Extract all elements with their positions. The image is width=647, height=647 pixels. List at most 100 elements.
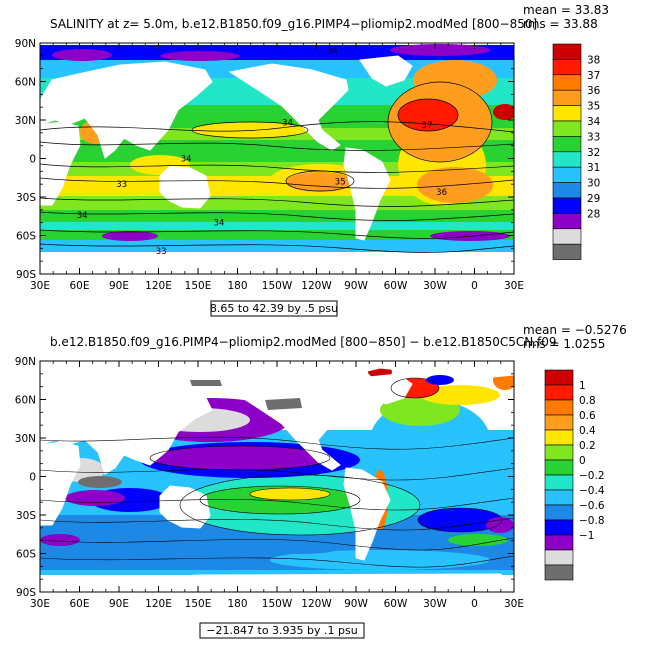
top-xtick-label: 180 bbox=[227, 280, 247, 292]
bottom-rms-label: rms = 1.0255 bbox=[523, 337, 605, 351]
bottom-map bbox=[40, 361, 514, 592]
top-xtick-label: 30E bbox=[504, 280, 524, 292]
bottom-range-label: −21.847 to 3.935 by .1 psu bbox=[206, 624, 357, 637]
top-xtick-label: 150W bbox=[262, 280, 293, 292]
contour-label: 36 bbox=[436, 188, 447, 198]
bottom-colorbar-swatch bbox=[544, 459, 574, 476]
top-colorbar-swatch bbox=[552, 213, 582, 230]
top-contours bbox=[40, 81, 514, 253]
top-ytick-label: 0 bbox=[29, 154, 36, 166]
bottom-colorbar-swatch bbox=[544, 504, 574, 521]
top-colorbar-label: 30 bbox=[587, 178, 600, 190]
bottom-colorbar-swatch bbox=[544, 369, 574, 386]
top-colorbar-label: 31 bbox=[587, 162, 600, 174]
bottom-mean-label: mean = −0.5276 bbox=[523, 323, 627, 337]
top-axis-ticks: 30E 60E 90E 120E 150E 180 150W 120W 90W 60W 30W 0 30… bbox=[15, 38, 524, 292]
top-colorbar-label: 38 bbox=[587, 54, 600, 66]
bottom-colorbar-label: 0.6 bbox=[579, 410, 596, 422]
top-colorbar-swatch bbox=[552, 105, 582, 122]
bottom-colorbar-swatch bbox=[544, 519, 574, 536]
bottom-colorbar-swatch bbox=[544, 489, 574, 506]
bottom-xtick-label: 90W bbox=[344, 598, 368, 610]
bottom-ytick-label: 90N bbox=[15, 356, 36, 368]
bottom-xtick-label: 30E bbox=[30, 598, 50, 610]
top-colorbar-label: 28 bbox=[587, 208, 600, 220]
bottom-colorbar-label: 0 bbox=[579, 455, 586, 467]
top-colorbar-swatch bbox=[552, 89, 582, 106]
bottom-colorbar-swatch bbox=[544, 549, 574, 566]
bottom-xtick-label: 0 bbox=[471, 598, 478, 610]
top-colorbar-swatch bbox=[552, 120, 582, 137]
bottom-xtick-label: 60E bbox=[70, 598, 90, 610]
top-xtick-label: 120W bbox=[301, 280, 332, 292]
bottom-colorbar-swatch bbox=[544, 384, 574, 401]
top-colorbar-label: 32 bbox=[587, 147, 600, 159]
top-ytick-label: 30S bbox=[16, 192, 36, 204]
top-colorbar-swatch bbox=[552, 166, 582, 183]
bottom-colorbar-swatch bbox=[544, 414, 574, 431]
bottom-ytick-label: 0 bbox=[29, 472, 36, 484]
top-xtick-label: 120E bbox=[145, 280, 172, 292]
top-colorbar-swatch bbox=[552, 74, 582, 91]
bottom-xtick-label: 150E bbox=[185, 598, 212, 610]
bottom-ytick-label: 60N bbox=[15, 395, 36, 407]
bottom-title: b.e12.B1850.f09_g16.PIMP4−pliomip2.modMe… bbox=[50, 335, 557, 349]
contour-label: 35 bbox=[335, 178, 346, 188]
top-contour-labels: 34 34 33 35 37 36 34 34 33 34 bbox=[77, 47, 447, 257]
bottom-xtick-label: 150W bbox=[262, 598, 293, 610]
top-ytick-label: 60N bbox=[15, 77, 36, 89]
top-colorbar-swatch bbox=[552, 43, 582, 60]
top-colorbar-swatch bbox=[552, 228, 582, 245]
top-colorbar-label: 36 bbox=[587, 85, 601, 97]
top-range-box bbox=[210, 300, 338, 317]
top-xtick-label: 60W bbox=[384, 280, 408, 292]
contour-label: 33 bbox=[116, 180, 127, 190]
top-xtick-label: 150E bbox=[185, 280, 212, 292]
top-colorbar-swatch bbox=[552, 243, 582, 260]
top-colorbar-swatch bbox=[552, 151, 582, 168]
bottom-contours bbox=[40, 377, 514, 568]
contour-label: 34 bbox=[282, 119, 293, 129]
top-range-label: 8.65 to 42.39 by .5 psu bbox=[210, 302, 338, 315]
bottom-colorbar-label: −0.6 bbox=[579, 500, 605, 512]
bottom-xtick-label: 90E bbox=[109, 598, 129, 610]
bottom-xtick-label: 60W bbox=[384, 598, 408, 610]
bottom-colorbar-swatch bbox=[544, 474, 574, 491]
bottom-axis-ticks: 30E 60E 90E 120E 150E 180 150W 120W 90W 60W 30W 0 30… bbox=[15, 356, 524, 610]
bottom-colorbar-swatch bbox=[544, 399, 574, 416]
top-mean-label: mean = 33.83 bbox=[523, 3, 609, 17]
top-map bbox=[40, 43, 514, 274]
top-ytick-label: 30N bbox=[15, 115, 36, 127]
bottom-colorbar-label: −0.4 bbox=[579, 485, 605, 497]
bottom-xtick-label: 30E bbox=[504, 598, 524, 610]
bottom-range-box bbox=[199, 622, 365, 639]
top-colorbar-label: 33 bbox=[587, 131, 600, 143]
bottom-colorbar-swatch bbox=[544, 444, 574, 461]
top-xtick-label: 30W bbox=[423, 280, 447, 292]
top-xtick-label: 30E bbox=[30, 280, 50, 292]
bottom-colorbar-label: −0.8 bbox=[579, 515, 605, 527]
top-title: SALINITY at z= 5.0m, b.e12.B1850.f09_g16… bbox=[50, 17, 537, 31]
top-rms-label: rms = 33.88 bbox=[523, 17, 598, 31]
top-colorbar-swatch bbox=[552, 197, 582, 214]
top-colorbar-label: 34 bbox=[587, 116, 601, 128]
bottom-colorbar-swatch bbox=[544, 564, 574, 581]
contour-label: 34 bbox=[181, 155, 192, 165]
bottom-colorbar: 1 0.8 0.6 0.4 0.2 0 −0.2 −0.4 −0.6 −0.8 −1 bbox=[544, 369, 605, 581]
top-xtick-label: 90W bbox=[344, 280, 368, 292]
top-xtick-label: 60E bbox=[70, 280, 90, 292]
top-colorbar-label: 37 bbox=[587, 70, 600, 82]
top-panel: SALINITY at z= 5.0m, b.e12.B1850.f09_g16… bbox=[15, 3, 609, 317]
bottom-ytick-label: 90S bbox=[16, 587, 36, 599]
bottom-ytick-label: 30N bbox=[15, 433, 36, 445]
bottom-colorbar-label: 0.2 bbox=[579, 440, 596, 452]
bottom-colorbar-label: 1 bbox=[579, 380, 586, 392]
bottom-colorbar-label: −0.2 bbox=[579, 470, 605, 482]
bottom-colorbar-swatch bbox=[544, 429, 574, 446]
top-colorbar: 38 37 36 35 34 33 32 31 30 29 28 bbox=[552, 43, 601, 260]
bottom-xtick-label: 120E bbox=[145, 598, 172, 610]
top-colorbar-label: 29 bbox=[587, 193, 600, 205]
top-colorbar-swatch bbox=[552, 59, 582, 76]
top-colorbar-swatch bbox=[552, 182, 582, 199]
bottom-xtick-label: 30W bbox=[423, 598, 447, 610]
